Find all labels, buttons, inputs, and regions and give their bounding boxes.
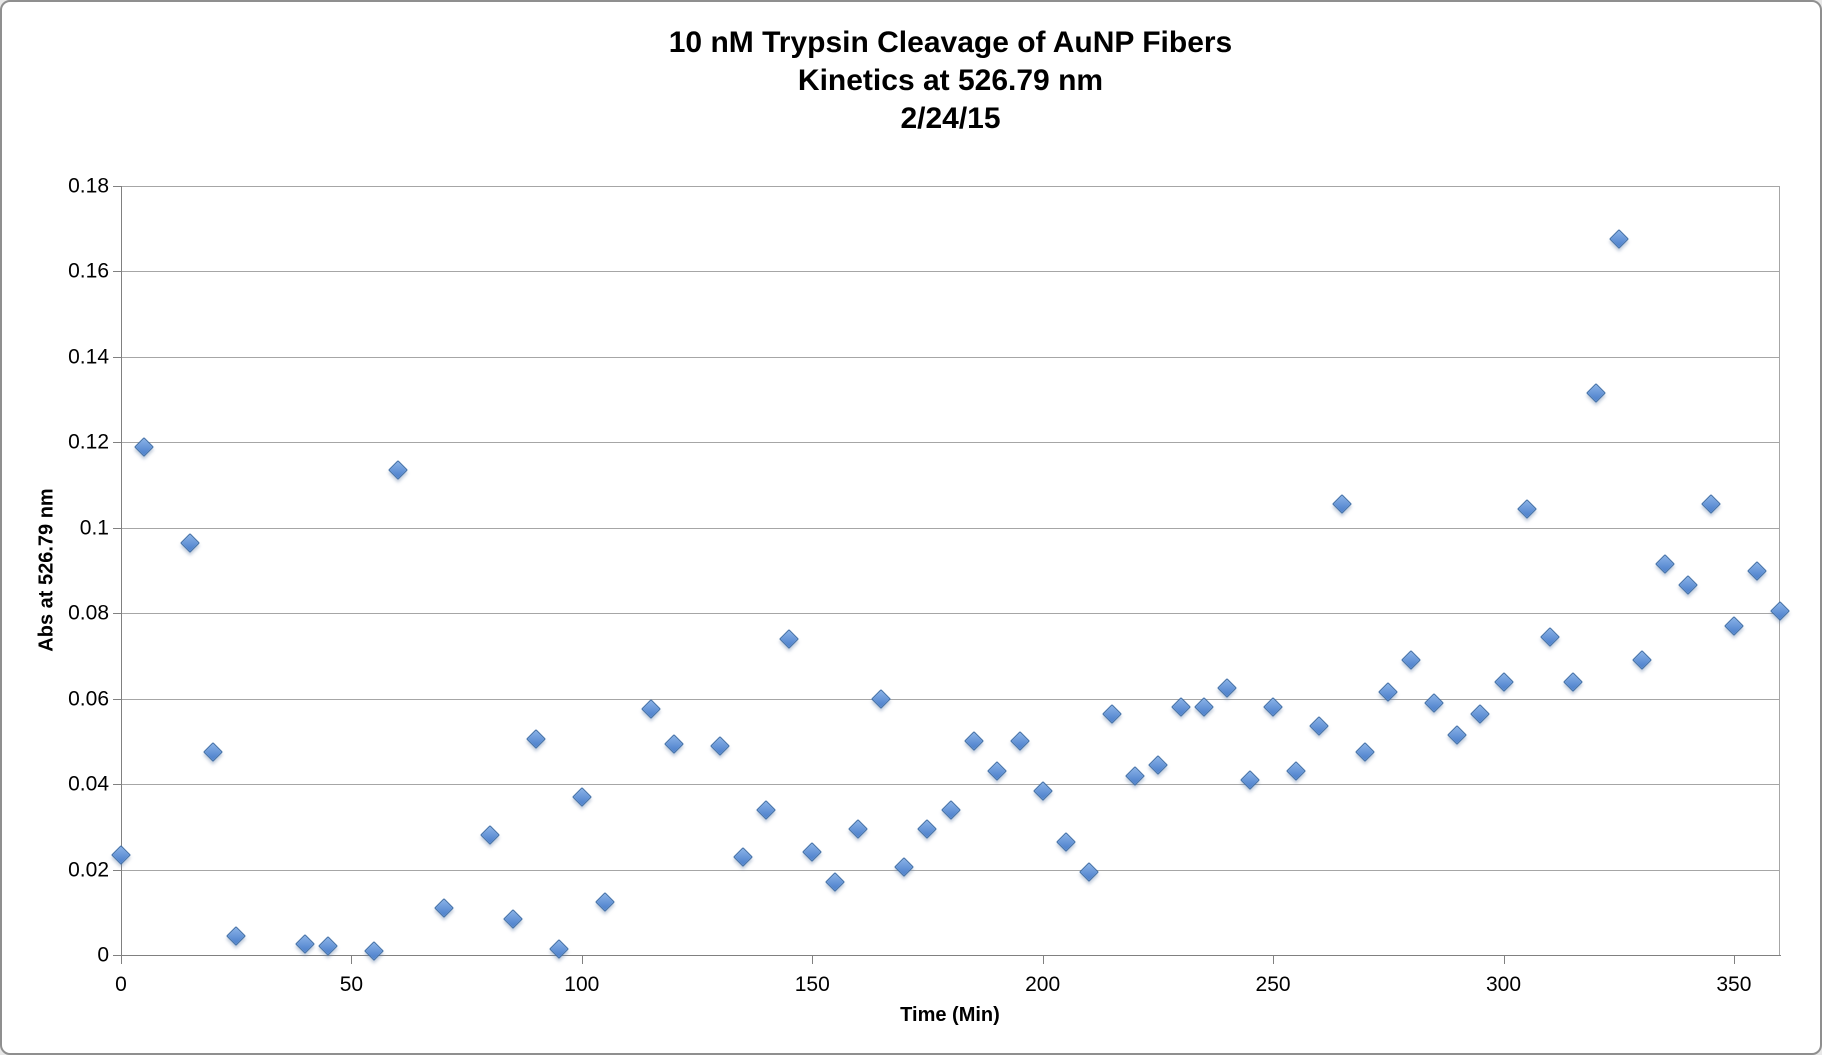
y-tick (113, 271, 121, 273)
y-tick-label: 0.12 (68, 430, 109, 454)
y-tick-label: 0.02 (68, 858, 109, 882)
y-tick (113, 698, 121, 700)
y-gridline (121, 356, 1780, 358)
x-tick (1733, 956, 1735, 964)
y-tick (113, 784, 121, 786)
y-tick (113, 356, 121, 358)
y-tick-label: 0.08 (68, 601, 109, 625)
y-axis-line (121, 186, 122, 956)
y-axis-title: Abs at 526.79 nm (35, 488, 58, 652)
y-gridline (121, 271, 1780, 273)
y-tick (113, 613, 121, 615)
x-tick-label: 300 (1485, 973, 1522, 996)
y-tick-label: 0 (97, 943, 109, 967)
y-gridline (121, 527, 1780, 529)
x-axis-title: Time (Min) (900, 1004, 1000, 1026)
x-tick-label: 150 (794, 973, 830, 996)
chart-title-line-1: 10 nM Trypsin Cleavage of AuNP Fibers (668, 26, 1233, 59)
x-tick (121, 956, 122, 964)
y-gridline (121, 784, 1780, 786)
x-tick-label: 0 (115, 973, 127, 996)
plot-right-border (1779, 186, 1780, 955)
y-gridline (121, 869, 1780, 871)
y-gridline (121, 442, 1780, 444)
chart-title-line-3: 2/24/15 (900, 102, 1001, 135)
chart-title-line-2: Kinetics at 526.79 nm (797, 64, 1104, 97)
x-tick-label: 200 (1025, 973, 1061, 996)
x-tick (581, 956, 583, 964)
x-tick-label: 50 (339, 973, 364, 996)
y-gridline (121, 186, 1780, 187)
y-tick-label: 0.16 (68, 259, 109, 283)
y-tick (113, 869, 121, 871)
y-tick (113, 442, 121, 444)
y-tick-label: 0.14 (68, 345, 109, 369)
y-tick-label: 0.06 (68, 687, 109, 711)
y-gridline (121, 613, 1780, 615)
y-tick (113, 527, 121, 529)
y-tick (113, 186, 121, 187)
y-tick (113, 955, 121, 956)
chart-title: 10 nM Trypsin Cleavage of AuNP Fibers Ki… (121, 24, 1780, 138)
x-tick-label: 100 (564, 973, 600, 996)
y-gridline (121, 698, 1780, 700)
x-tick (351, 956, 353, 964)
x-axis-line (121, 955, 1781, 956)
x-tick (812, 956, 814, 964)
plot-area (121, 186, 1780, 955)
x-tick-label: 250 (1255, 973, 1291, 996)
x-tick-label: 350 (1716, 973, 1752, 996)
y-tick-label: 0.1 (79, 516, 109, 540)
x-tick (1503, 956, 1505, 964)
x-tick (1042, 956, 1044, 964)
y-tick-label: 0.18 (68, 174, 109, 198)
y-tick-label: 0.04 (68, 772, 109, 796)
x-tick (1273, 956, 1275, 964)
